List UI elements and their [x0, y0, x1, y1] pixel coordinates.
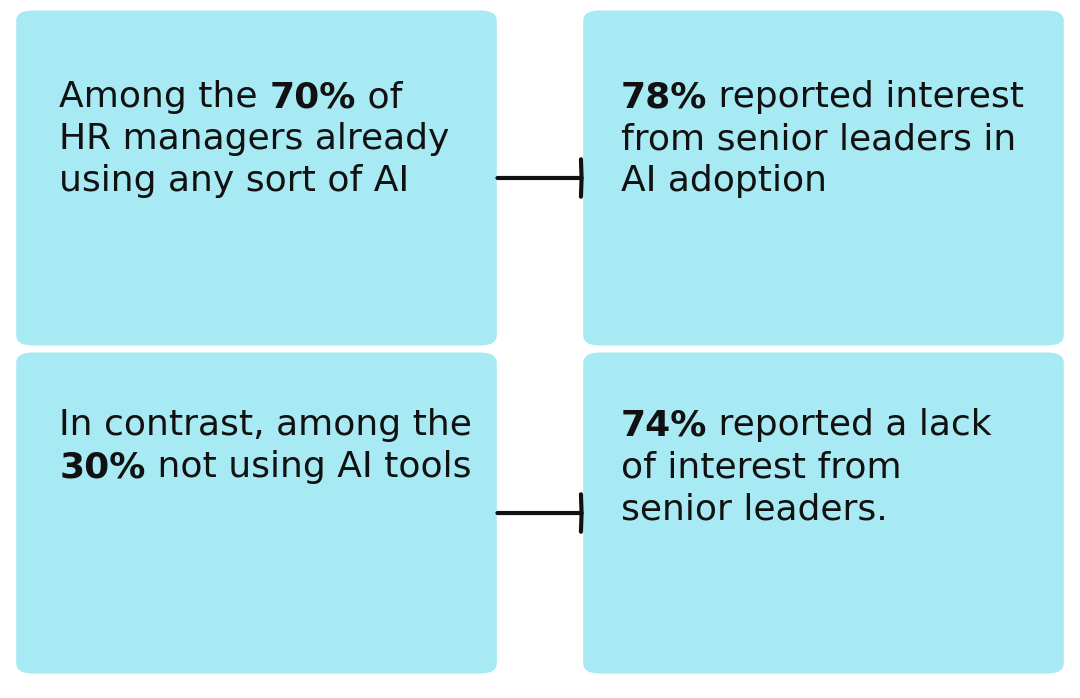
FancyBboxPatch shape — [583, 352, 1064, 674]
Text: 74%: 74% — [621, 408, 707, 443]
Text: using any sort of AI: using any sort of AI — [59, 164, 409, 198]
Text: Among the: Among the — [59, 80, 269, 114]
Text: In contrast, among the: In contrast, among the — [59, 408, 472, 443]
Text: not using AI tools: not using AI tools — [146, 450, 471, 484]
Text: 78%: 78% — [621, 80, 707, 114]
Text: AI adoption: AI adoption — [621, 164, 827, 198]
Text: of interest from: of interest from — [621, 450, 902, 484]
Text: of: of — [355, 80, 402, 114]
FancyBboxPatch shape — [16, 352, 497, 674]
Text: HR managers already: HR managers already — [59, 122, 449, 156]
Text: senior leaders.: senior leaders. — [621, 492, 888, 526]
FancyBboxPatch shape — [583, 10, 1064, 346]
FancyBboxPatch shape — [16, 10, 497, 346]
Text: 30%: 30% — [59, 450, 146, 484]
Text: 70%: 70% — [269, 80, 355, 114]
Text: reported a lack: reported a lack — [707, 408, 993, 443]
Text: reported interest: reported interest — [707, 80, 1024, 114]
Text: from senior leaders in: from senior leaders in — [621, 122, 1016, 156]
